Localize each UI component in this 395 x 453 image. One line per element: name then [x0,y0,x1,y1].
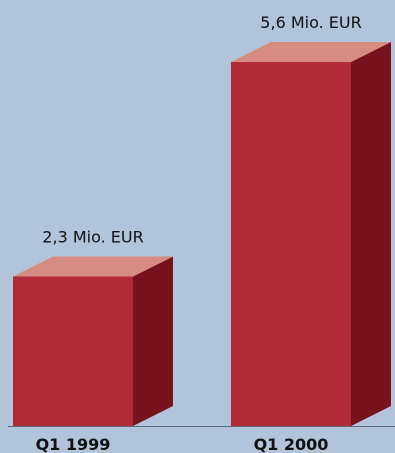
labels-group: 2,3 Mio. EUR Q1 1999 5,6 Mio. EUR Q1 2000 [36,13,362,453]
bars-group [13,42,391,426]
bar-front-face [231,62,351,426]
bar-side-face [351,42,391,426]
bar-1 [13,256,173,426]
bar-top-face [231,42,391,62]
bar-2 [231,42,391,426]
category-label: Q1 1999 [36,435,111,453]
value-label: 5,6 Mio. EUR [260,13,361,32]
bar-top-face [13,256,173,277]
category-label: Q1 2000 [254,435,329,453]
bar-side-face [133,256,173,426]
bar-front-face [13,276,133,426]
value-label: 2,3 Mio. EUR [42,228,143,247]
